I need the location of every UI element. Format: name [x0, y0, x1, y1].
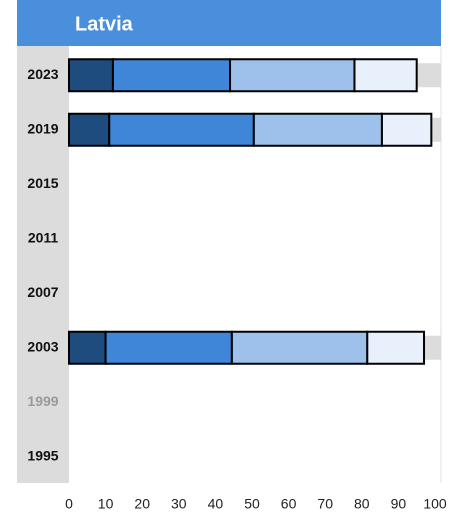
x-tick-label: 10 — [98, 496, 114, 512]
bar-segment — [366, 330, 426, 365]
x-tick-label: 90 — [391, 496, 407, 512]
x-tick-label: 0 — [65, 496, 73, 512]
category-label: 1999 — [27, 393, 58, 409]
x-tick-label: 30 — [171, 496, 187, 512]
x-tick-label: 70 — [317, 496, 333, 512]
category-label: 2011 — [28, 229, 59, 245]
category-label: 2023 — [27, 66, 58, 82]
category-column — [17, 46, 69, 483]
bar-segment — [68, 58, 114, 93]
bar-segment — [230, 330, 369, 365]
header — [17, 0, 441, 46]
bar-segment — [104, 330, 233, 365]
x-tick-label: 80 — [354, 496, 370, 512]
category-label: 1995 — [27, 447, 58, 463]
bar-segment — [68, 330, 107, 365]
x-tick-label: 60 — [281, 496, 297, 512]
x-tick-label: 100 — [423, 496, 447, 512]
x-tick-label: 20 — [134, 496, 150, 512]
chart-title: Latvia — [75, 13, 134, 35]
bar-segment — [353, 58, 418, 93]
category-label: 2007 — [27, 284, 58, 300]
bar-segment — [229, 58, 356, 93]
category-label: 2015 — [27, 175, 58, 191]
bar-segment — [380, 112, 433, 147]
x-tick-label: 40 — [208, 496, 224, 512]
bar-segment — [108, 112, 255, 147]
bar-segment — [68, 112, 111, 147]
category-label: 2019 — [27, 120, 58, 136]
bar-segment — [111, 58, 232, 93]
bar-segment — [252, 112, 383, 147]
category-label: 2003 — [27, 338, 58, 354]
x-tick-label: 50 — [244, 496, 260, 512]
